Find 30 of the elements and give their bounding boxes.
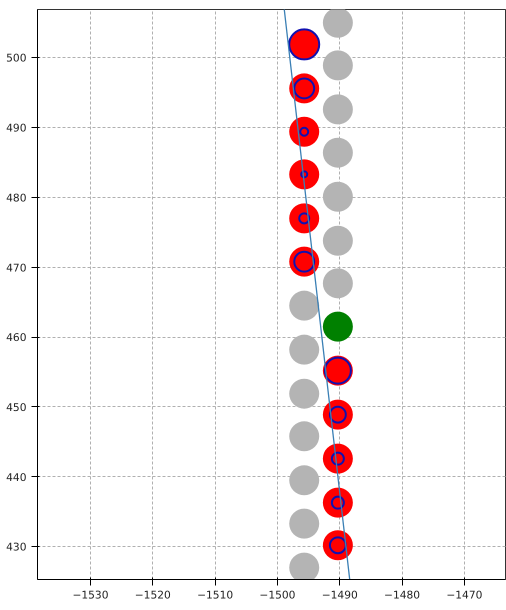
x-tick-label: −1500 (259, 588, 296, 602)
y-tick-label: 450 (6, 400, 27, 414)
point (322, 182, 353, 212)
x-tick-label: −1510 (197, 588, 234, 602)
x-tick-label: −1520 (134, 588, 172, 602)
point (289, 421, 320, 452)
point (289, 290, 320, 321)
y-tick-label: 490 (6, 122, 27, 135)
point (322, 50, 353, 80)
x-tick-label: −1530 (72, 588, 109, 602)
point (322, 312, 353, 342)
point (289, 334, 320, 365)
point (322, 226, 353, 256)
point (322, 10, 353, 38)
y-tick-label: 500 (6, 52, 27, 65)
x-tick-label: −1490 (322, 588, 358, 602)
y-tick-label: 440 (6, 470, 27, 484)
point (289, 465, 320, 496)
point (322, 268, 353, 298)
point (322, 94, 353, 124)
point (289, 508, 320, 539)
y-tick-label: 460 (6, 331, 27, 344)
point (322, 138, 353, 168)
y-tick-label: 430 (6, 540, 27, 554)
point (289, 378, 320, 409)
point (289, 159, 320, 190)
x-tick-label: −1480 (384, 588, 420, 602)
y-tick-label: 480 (6, 191, 27, 204)
x-tick-label: −1470 (446, 588, 483, 602)
y-tick-label: 470 (6, 261, 27, 274)
